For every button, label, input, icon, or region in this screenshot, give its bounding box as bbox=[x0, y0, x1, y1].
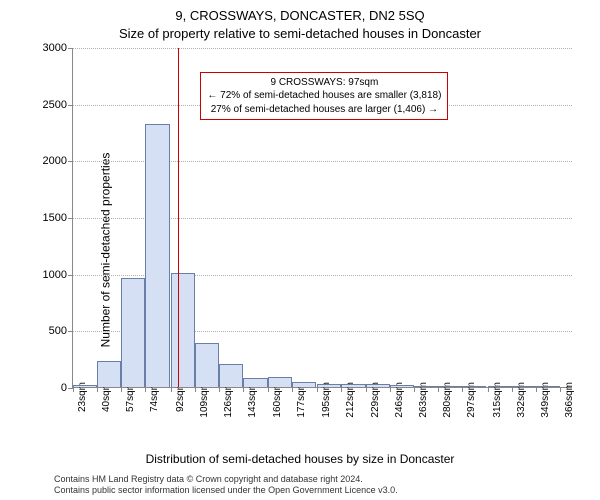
x-tick-label: 263sqm bbox=[418, 382, 429, 418]
x-tick bbox=[145, 387, 146, 392]
x-tick bbox=[317, 387, 318, 392]
y-tick-label: 3000 bbox=[27, 42, 73, 54]
x-tick-label: 212sqm bbox=[345, 382, 356, 418]
histogram-bar bbox=[145, 124, 169, 387]
x-tick-label: 195sqm bbox=[321, 382, 332, 418]
y-tick-label: 2000 bbox=[27, 155, 73, 167]
x-tick-label: 160sqm bbox=[272, 382, 283, 418]
x-tick bbox=[560, 387, 561, 392]
plot-area: 05001000150020002500300023sqm40sqm57sqm7… bbox=[72, 48, 572, 388]
y-tick-label: 500 bbox=[27, 325, 73, 337]
annotation-line2: ← 72% of semi-detached houses are smalle… bbox=[207, 89, 441, 103]
x-tick bbox=[366, 387, 367, 392]
credits-line1: Contains HM Land Registry data © Crown c… bbox=[54, 474, 363, 484]
x-tick-label: 315sqm bbox=[492, 382, 503, 418]
chart-container: 9, CROSSWAYS, DONCASTER, DN2 5SQ Size of… bbox=[0, 0, 600, 500]
x-tick-label: 229sqm bbox=[370, 382, 381, 418]
y-tick-label: 1000 bbox=[27, 269, 73, 281]
histogram-bar bbox=[73, 385, 97, 387]
x-tick bbox=[390, 387, 391, 392]
x-tick-label: 297sqm bbox=[466, 382, 477, 418]
histogram-bar bbox=[268, 377, 292, 387]
x-tick-label: 332sqm bbox=[516, 382, 527, 418]
histogram-bar bbox=[414, 386, 438, 387]
x-tick-label: 109sqm bbox=[199, 382, 210, 418]
histogram-bar bbox=[512, 386, 536, 387]
x-tick bbox=[536, 387, 537, 392]
annotation-box: 9 CROSSWAYS: 97sqm← 72% of semi-detached… bbox=[200, 72, 448, 121]
x-tick bbox=[438, 387, 439, 392]
histogram-bar bbox=[488, 386, 512, 387]
credits-block: Contains HM Land Registry data © Crown c… bbox=[54, 474, 574, 497]
histogram-bar bbox=[195, 343, 219, 387]
x-tick bbox=[73, 387, 74, 392]
x-tick bbox=[219, 387, 220, 392]
x-tick bbox=[462, 387, 463, 392]
x-tick-label: 246sqm bbox=[394, 382, 405, 418]
histogram-bar bbox=[390, 385, 414, 387]
annotation-line3: 27% of semi-detached houses are larger (… bbox=[207, 103, 441, 117]
histogram-bar bbox=[536, 386, 560, 387]
histogram-bar bbox=[171, 273, 195, 387]
histogram-bar bbox=[243, 378, 267, 387]
histogram-bar bbox=[292, 382, 316, 387]
chart-title-line2: Size of property relative to semi-detach… bbox=[0, 26, 600, 41]
histogram-bar bbox=[438, 386, 462, 387]
y-tick-label: 2500 bbox=[27, 99, 73, 111]
histogram-bar bbox=[97, 361, 121, 387]
x-tick-label: 366sqm bbox=[564, 382, 575, 418]
x-tick bbox=[488, 387, 489, 392]
x-tick-label: 126sqm bbox=[223, 382, 234, 418]
annotation-line1: 9 CROSSWAYS: 97sqm bbox=[207, 76, 441, 90]
histogram-bar bbox=[341, 384, 365, 387]
histogram-bar bbox=[219, 364, 243, 387]
x-tick bbox=[171, 387, 172, 392]
x-axis-label: Distribution of semi-detached houses by … bbox=[0, 452, 600, 466]
histogram-bar bbox=[121, 278, 145, 387]
x-tick-label: 177sqm bbox=[296, 382, 307, 418]
histogram-bar bbox=[462, 386, 486, 387]
x-tick-label: 280sqm bbox=[442, 382, 453, 418]
histogram-bar bbox=[366, 384, 390, 387]
x-tick bbox=[121, 387, 122, 392]
x-tick-label: 349sqm bbox=[540, 382, 551, 418]
x-tick bbox=[512, 387, 513, 392]
y-tick-label: 1500 bbox=[27, 212, 73, 224]
y-tick-label: 0 bbox=[27, 382, 73, 394]
x-tick bbox=[195, 387, 196, 392]
x-tick bbox=[292, 387, 293, 392]
x-tick bbox=[414, 387, 415, 392]
x-tick bbox=[97, 387, 98, 392]
x-tick bbox=[243, 387, 244, 392]
x-tick bbox=[268, 387, 269, 392]
x-tick-label: 143sqm bbox=[247, 382, 258, 418]
x-tick bbox=[341, 387, 342, 392]
grid-line bbox=[73, 48, 572, 49]
credits-line2: Contains public sector information licen… bbox=[54, 485, 398, 495]
marker-line bbox=[178, 48, 179, 387]
histogram-bar bbox=[317, 384, 341, 387]
chart-title-line1: 9, CROSSWAYS, DONCASTER, DN2 5SQ bbox=[0, 8, 600, 23]
